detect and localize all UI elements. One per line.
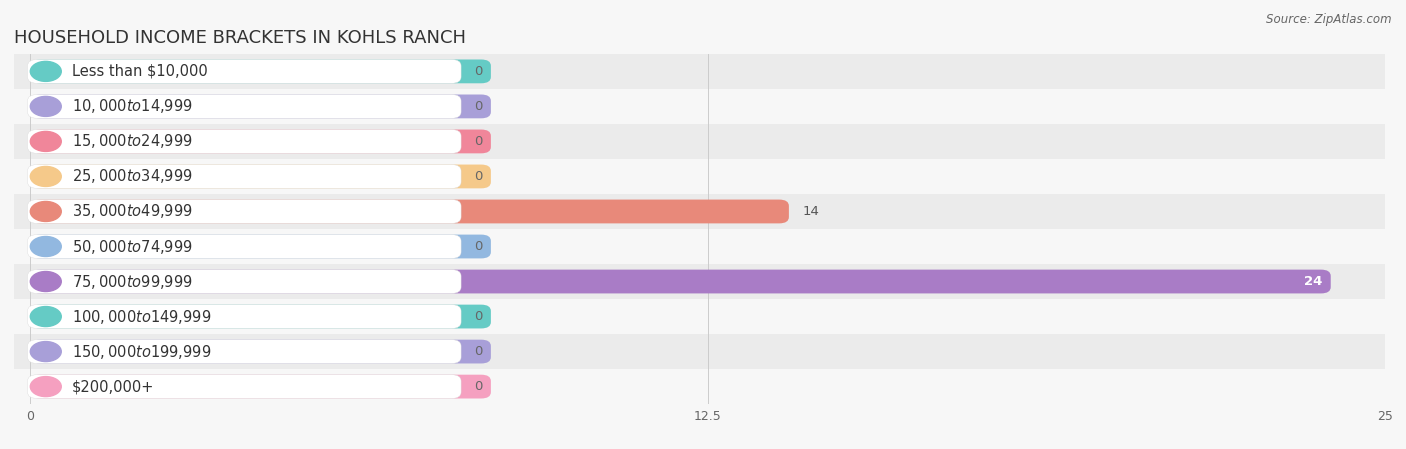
Text: 0: 0 <box>475 240 484 253</box>
Text: 0: 0 <box>475 100 484 113</box>
FancyBboxPatch shape <box>31 59 491 84</box>
Bar <box>3 264 1406 299</box>
FancyBboxPatch shape <box>31 269 1330 294</box>
Circle shape <box>31 132 62 151</box>
Text: $100,000 to $149,999: $100,000 to $149,999 <box>72 308 211 326</box>
Text: $150,000 to $199,999: $150,000 to $199,999 <box>72 343 211 361</box>
FancyBboxPatch shape <box>31 304 491 329</box>
Circle shape <box>31 377 62 396</box>
Text: Source: ZipAtlas.com: Source: ZipAtlas.com <box>1267 13 1392 26</box>
Text: 0: 0 <box>475 135 484 148</box>
Text: $50,000 to $74,999: $50,000 to $74,999 <box>72 238 193 255</box>
FancyBboxPatch shape <box>28 94 461 119</box>
Bar <box>3 194 1406 229</box>
Bar <box>3 229 1406 264</box>
Text: 0: 0 <box>475 345 484 358</box>
FancyBboxPatch shape <box>28 59 461 84</box>
FancyBboxPatch shape <box>28 304 461 329</box>
Bar <box>3 159 1406 194</box>
FancyBboxPatch shape <box>28 164 461 189</box>
Text: 0: 0 <box>475 310 484 323</box>
Bar <box>3 334 1406 369</box>
Circle shape <box>31 202 62 221</box>
Text: $75,000 to $99,999: $75,000 to $99,999 <box>72 273 193 291</box>
Circle shape <box>31 167 62 186</box>
Bar <box>3 54 1406 89</box>
Text: $10,000 to $14,999: $10,000 to $14,999 <box>72 97 193 115</box>
FancyBboxPatch shape <box>28 199 461 224</box>
FancyBboxPatch shape <box>31 374 491 399</box>
FancyBboxPatch shape <box>31 234 491 259</box>
FancyBboxPatch shape <box>31 164 491 189</box>
Bar <box>3 299 1406 334</box>
FancyBboxPatch shape <box>31 199 789 224</box>
Text: HOUSEHOLD INCOME BRACKETS IN KOHLS RANCH: HOUSEHOLD INCOME BRACKETS IN KOHLS RANCH <box>14 29 465 47</box>
Text: $25,000 to $34,999: $25,000 to $34,999 <box>72 167 193 185</box>
FancyBboxPatch shape <box>28 339 461 364</box>
Circle shape <box>31 342 62 361</box>
Circle shape <box>31 62 62 81</box>
FancyBboxPatch shape <box>28 374 461 399</box>
Circle shape <box>31 97 62 116</box>
FancyBboxPatch shape <box>31 129 491 154</box>
Text: 24: 24 <box>1305 275 1323 288</box>
Text: $15,000 to $24,999: $15,000 to $24,999 <box>72 132 193 150</box>
Bar <box>3 369 1406 404</box>
Circle shape <box>31 272 62 291</box>
Text: 0: 0 <box>475 65 484 78</box>
Circle shape <box>31 237 62 256</box>
FancyBboxPatch shape <box>31 94 491 119</box>
Text: $35,000 to $49,999: $35,000 to $49,999 <box>72 202 193 220</box>
Circle shape <box>31 307 62 326</box>
FancyBboxPatch shape <box>28 129 461 154</box>
Text: 0: 0 <box>475 170 484 183</box>
Text: $200,000+: $200,000+ <box>72 379 155 394</box>
FancyBboxPatch shape <box>28 269 461 294</box>
Text: 0: 0 <box>475 380 484 393</box>
Bar <box>3 124 1406 159</box>
Text: 14: 14 <box>803 205 820 218</box>
Bar <box>3 89 1406 124</box>
FancyBboxPatch shape <box>31 339 491 364</box>
FancyBboxPatch shape <box>28 234 461 259</box>
Text: Less than $10,000: Less than $10,000 <box>72 64 208 79</box>
